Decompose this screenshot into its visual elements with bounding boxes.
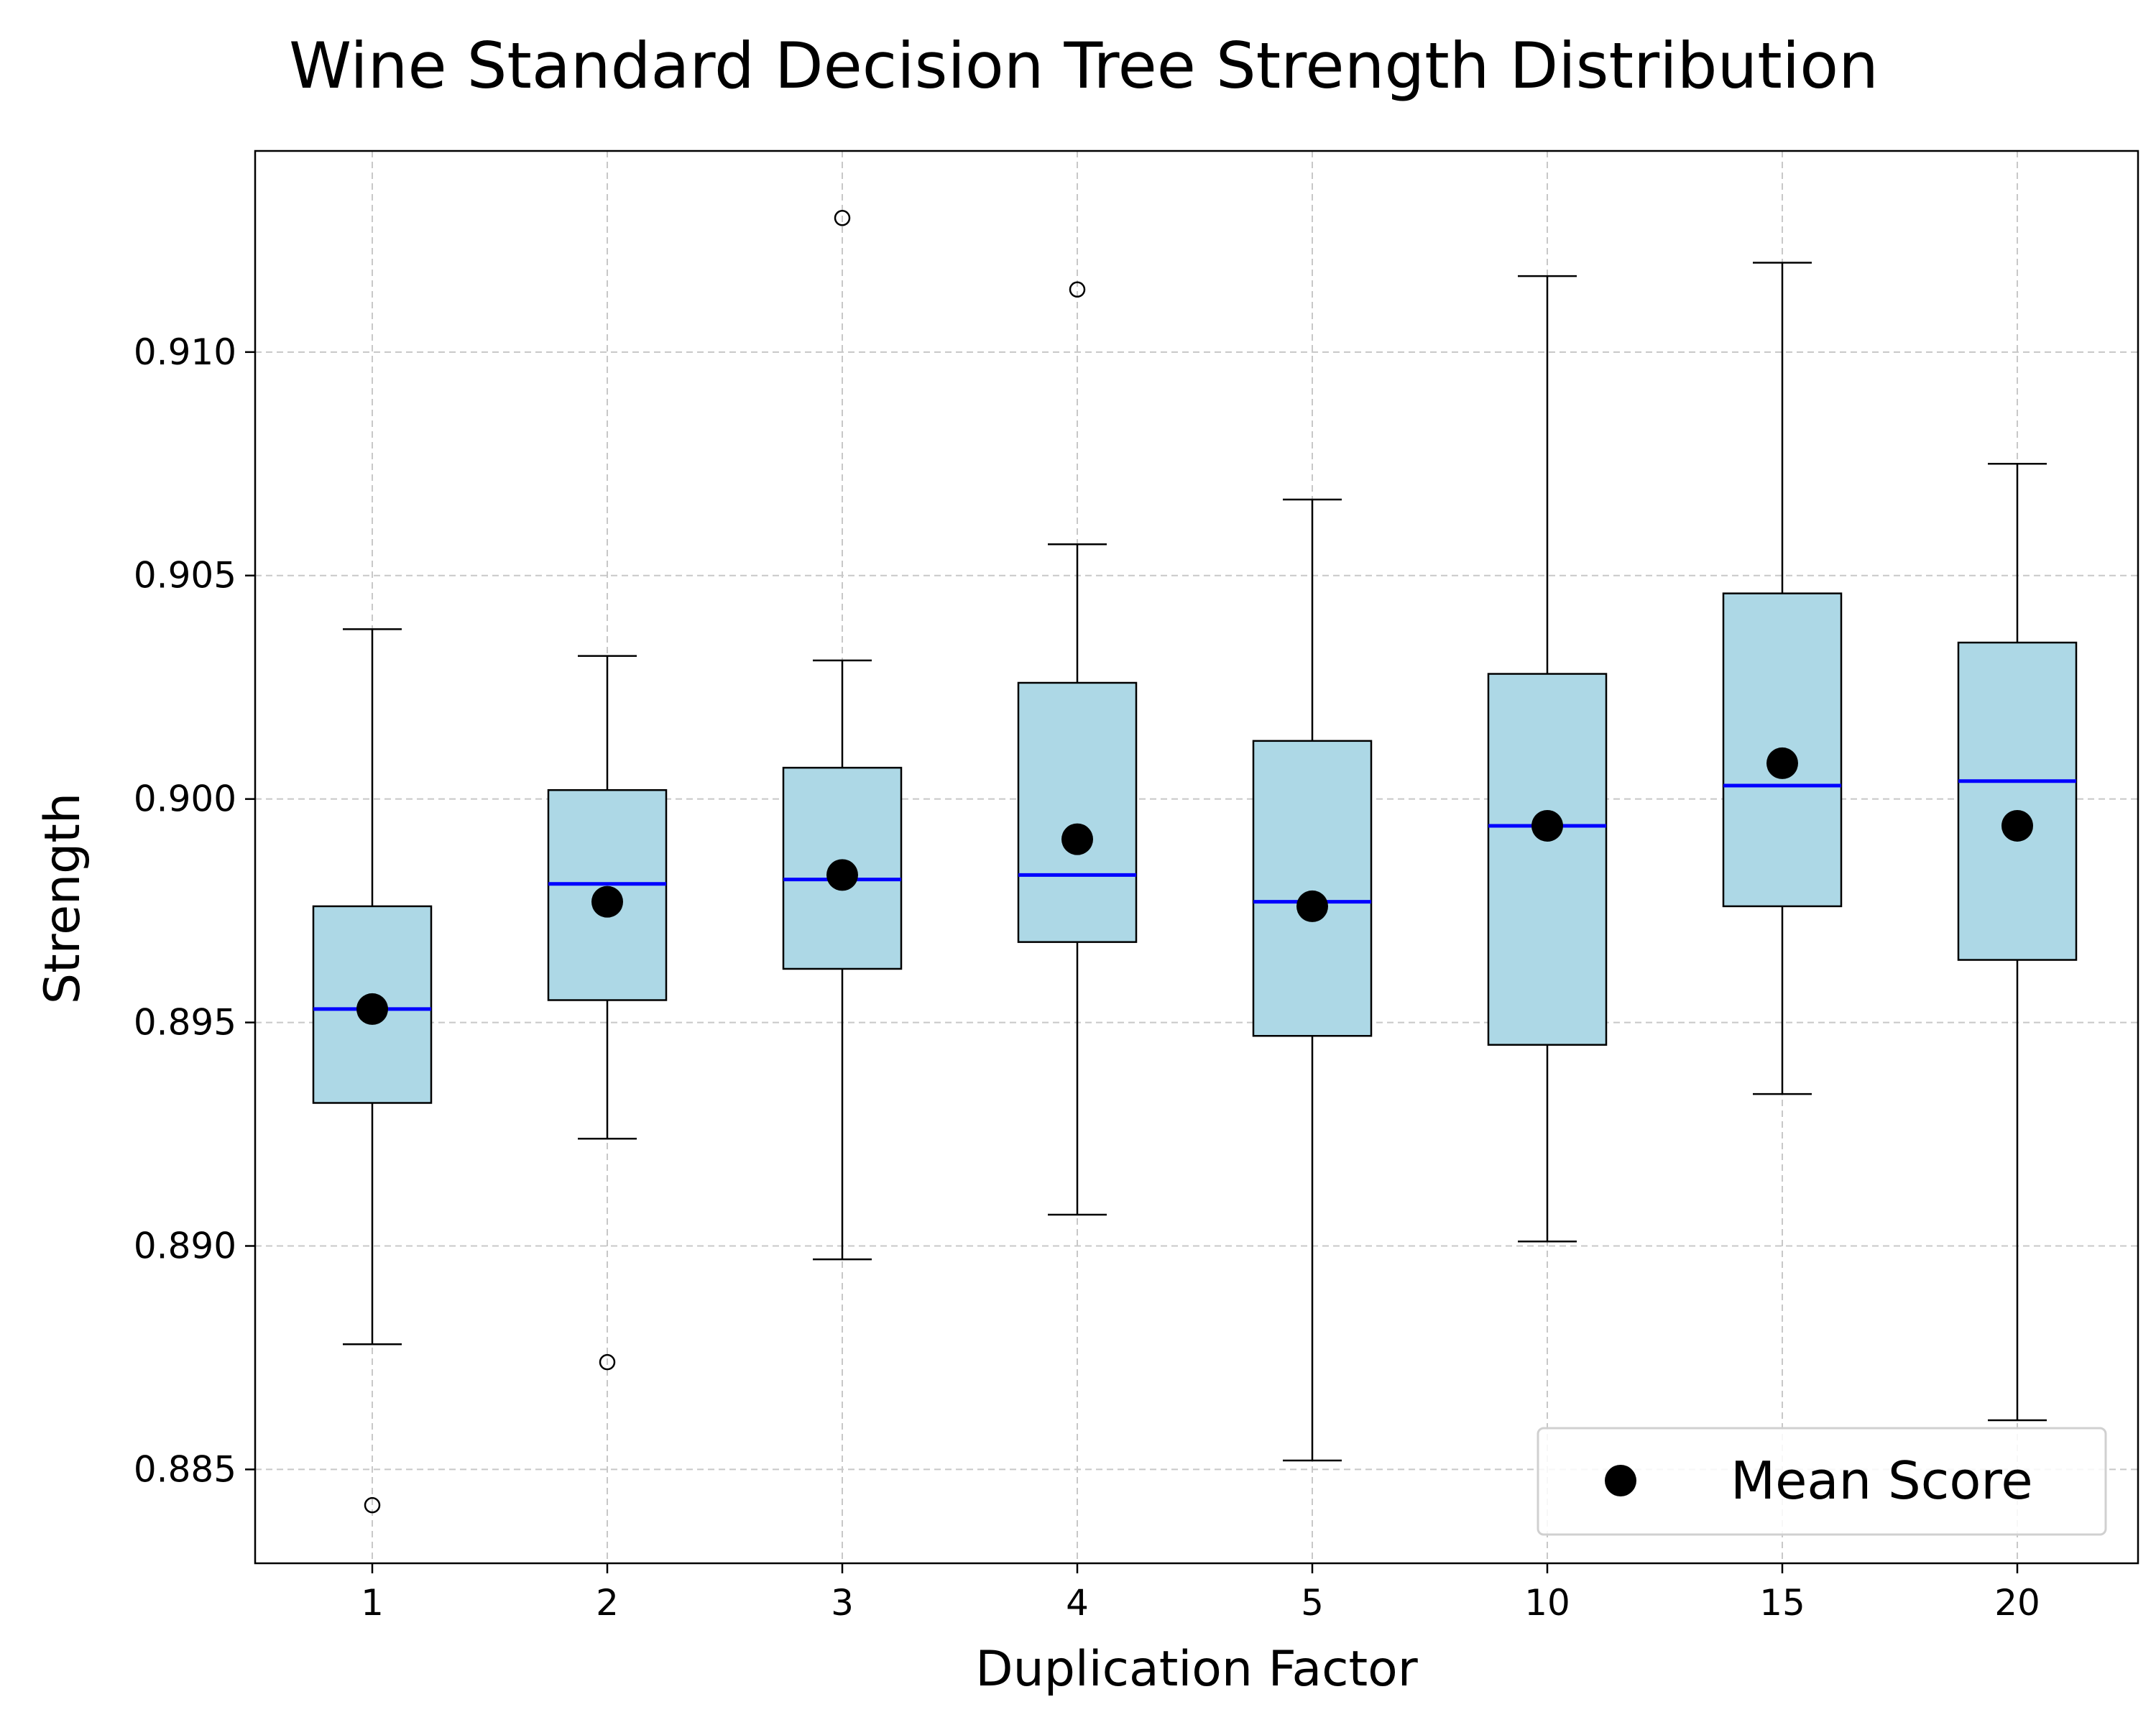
y-tick-label: 0.895 xyxy=(134,1002,236,1044)
y-tick-label: 0.900 xyxy=(134,778,236,820)
mean-point xyxy=(1061,823,1093,855)
x-tick-label: 4 xyxy=(1066,1582,1089,1624)
axis-ticks: 0.885 0.890 0.895 0.900 0.905 0.910 1 2 3 4 5 10 15 2… xyxy=(134,331,2040,1624)
box-group-10 xyxy=(1487,275,1608,1243)
box-group-1 xyxy=(312,628,433,1514)
y-tick-label: 0.905 xyxy=(134,555,236,597)
y-tick-label: 0.910 xyxy=(134,331,236,373)
box-group-20 xyxy=(1957,463,2078,1422)
outlier-point xyxy=(364,1496,381,1514)
y-tick-label: 0.890 xyxy=(134,1225,236,1266)
mean-point xyxy=(826,859,858,891)
iqr-box xyxy=(1017,681,1138,943)
x-tick-label: 2 xyxy=(596,1582,619,1624)
box-plots xyxy=(312,210,2078,1514)
box-group-2 xyxy=(547,655,668,1371)
legend-frame xyxy=(1537,1427,2107,1536)
outlier-point xyxy=(599,1353,616,1371)
iqr-box xyxy=(1957,641,2078,961)
x-tick-label: 3 xyxy=(831,1582,854,1624)
x-tick-label: 20 xyxy=(1994,1582,2040,1624)
y-axis-label: Strength xyxy=(34,793,91,1004)
x-tick-label: 10 xyxy=(1524,1582,1570,1624)
x-tick-label: 15 xyxy=(1759,1582,1805,1624)
x-axis-label: Duplication Factor xyxy=(975,1641,1418,1698)
grid-lines xyxy=(255,151,2138,1563)
outlier-point xyxy=(834,210,851,226)
legend-label-mean-score: Mean Score xyxy=(1731,1450,2033,1511)
mean-point xyxy=(1296,890,1328,922)
legend-mean-marker xyxy=(1605,1465,1636,1496)
iqr-box xyxy=(1252,740,1373,1037)
plot-area-frame xyxy=(254,150,2139,1565)
x-tick-label: 1 xyxy=(361,1582,384,1624)
mean-point xyxy=(1531,809,1563,842)
box-group-5 xyxy=(1252,498,1373,1462)
box-group-4 xyxy=(1017,281,1138,1216)
box-group-3 xyxy=(782,210,903,1261)
mean-point xyxy=(356,993,388,1025)
y-tick-label: 0.885 xyxy=(134,1448,236,1490)
iqr-box xyxy=(1487,673,1608,1046)
x-tick-label: 5 xyxy=(1301,1582,1324,1624)
mean-point xyxy=(1766,747,1798,779)
mean-point xyxy=(2001,809,2033,842)
chart-title: Wine Standard Decision Tree Strength Dis… xyxy=(289,29,1879,103)
legend: Mean Score xyxy=(1537,1427,2107,1536)
mean-point xyxy=(591,886,623,918)
box-group-15 xyxy=(1722,262,1843,1095)
outlier-point xyxy=(1069,281,1086,298)
